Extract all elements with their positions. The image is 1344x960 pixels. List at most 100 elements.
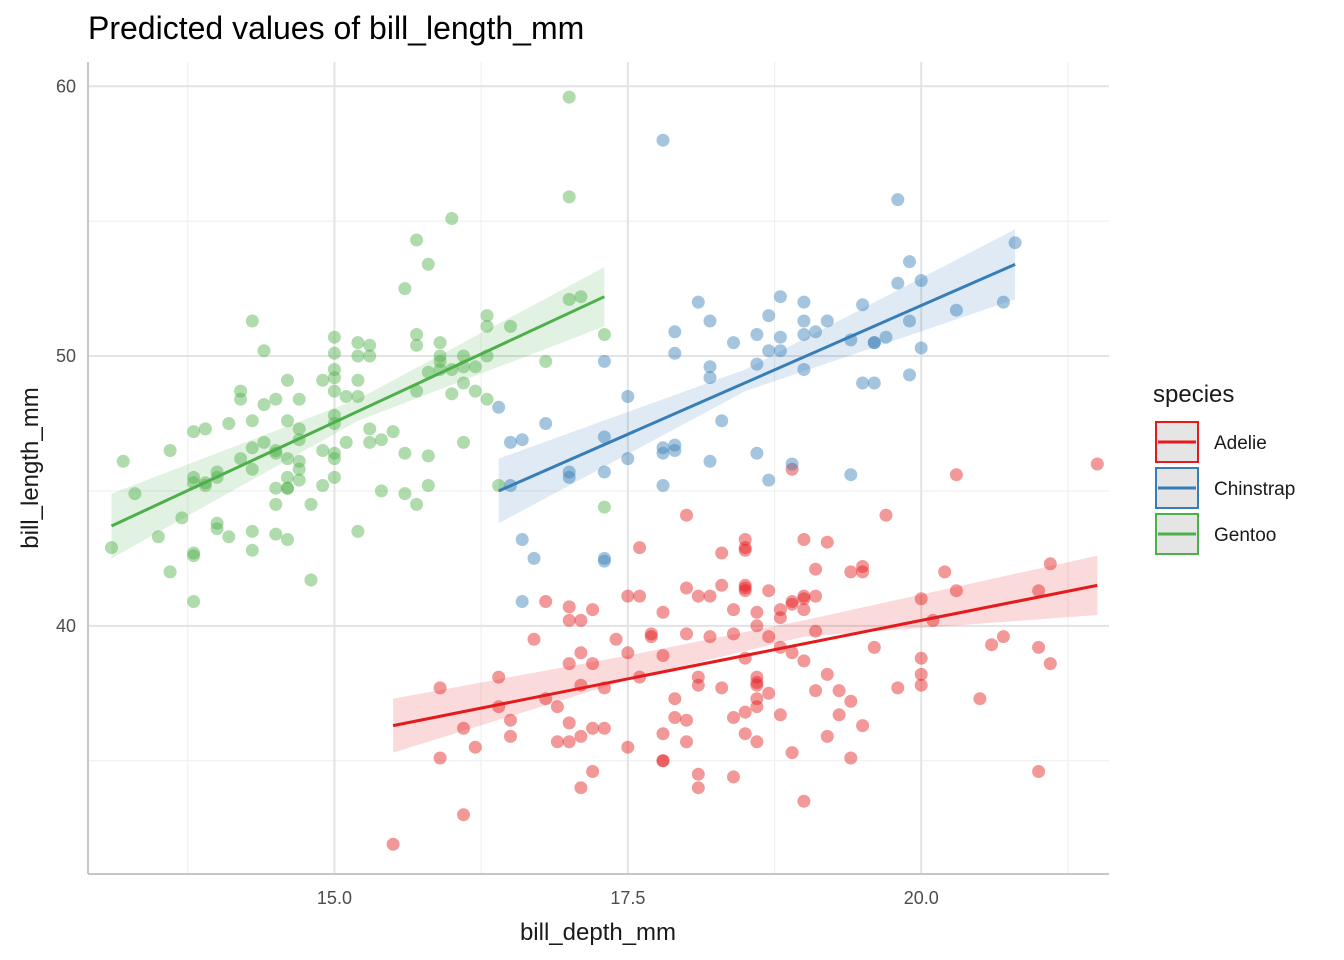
- gentoo-point-70: [351, 524, 365, 538]
- adelie-point-48: [691, 678, 705, 692]
- adelie-point-82: [867, 640, 881, 654]
- gentoo-point-42: [281, 481, 294, 495]
- gentoo-point-54: [304, 573, 318, 587]
- gentoo-point-19: [210, 516, 224, 530]
- chinstrap-point-6: [562, 470, 576, 484]
- adelie-point-113: [797, 589, 811, 603]
- gentoo-point-5: [163, 565, 177, 579]
- chinstrap-point-23: [715, 414, 729, 428]
- legend-label-gentoo: Gentoo: [1214, 525, 1276, 546]
- gentoo-point-43: [281, 470, 294, 484]
- adelie-point-94: [656, 605, 670, 619]
- adelie-point-14: [844, 751, 858, 765]
- adelie-point-130: [680, 508, 693, 522]
- adelie-point-65: [621, 646, 635, 660]
- gentoo-point-116: [562, 190, 576, 204]
- adelie-point-109: [738, 581, 752, 595]
- chinstrap-point-61: [891, 276, 905, 290]
- gentoo-point-26: [245, 441, 259, 455]
- chinstrap-point-15: [844, 468, 858, 482]
- gentoo-point-14: [198, 422, 212, 436]
- gentoo-point-21: [222, 417, 236, 430]
- adelie-point-17: [504, 729, 517, 743]
- gentoo-point-79: [374, 484, 388, 498]
- adelie-point-98: [785, 595, 799, 608]
- adelie-point-6: [1032, 765, 1046, 778]
- adelie-point-87: [574, 613, 588, 627]
- chinstrap-point-28: [867, 376, 881, 390]
- gentoo-point-74: [351, 336, 365, 350]
- gentoo-point-112: [504, 319, 517, 333]
- gentoo-point-77: [363, 338, 377, 352]
- legend-item-adelie: Adelie: [1155, 421, 1267, 463]
- gentoo-point-80: [374, 433, 388, 447]
- adelie-point-33: [727, 711, 740, 724]
- chinstrap-point-63: [1008, 236, 1022, 250]
- gentoo-point-118: [597, 328, 611, 341]
- gentoo-point-53: [304, 497, 318, 511]
- gentoo-point-4: [163, 444, 177, 457]
- x-axis-title: bill_depth_mm: [520, 919, 676, 946]
- gentoo-point-52: [292, 422, 306, 436]
- adelie-point-103: [621, 589, 635, 603]
- adelie-point-77: [703, 630, 717, 644]
- gentoo-point-48: [292, 473, 306, 487]
- gentoo-point-63: [327, 384, 341, 398]
- gentoo-point-68: [339, 435, 353, 449]
- chinstrap-point-19: [656, 441, 670, 455]
- adelie-point-133: [949, 468, 963, 482]
- adelie-point-134: [1090, 457, 1104, 471]
- gentoo-point-81: [386, 425, 400, 439]
- adelie-point-112: [797, 592, 811, 606]
- adelie-point-41: [750, 692, 764, 706]
- gentoo-point-93: [421, 257, 435, 271]
- gentoo-point-110: [480, 309, 494, 323]
- adelie-point-106: [691, 589, 705, 603]
- x-tick-label-0: 15.0: [317, 888, 352, 908]
- adelie-point-84: [996, 630, 1010, 644]
- legend-items: Adelie Chinstrap Gentoo: [1155, 421, 1295, 555]
- chinstrap-point-41: [867, 336, 881, 350]
- adelie-point-63: [562, 657, 576, 671]
- y-tick-label-2: 60: [56, 76, 76, 96]
- gentoo-point-29: [245, 543, 259, 557]
- gentoo-point-6: [175, 511, 189, 525]
- adelie-point-125: [715, 546, 729, 560]
- gentoo-point-102: [457, 376, 470, 390]
- gentoo-point-59: [327, 452, 341, 466]
- adelie-point-1: [457, 808, 470, 822]
- chinstrap-point-31: [703, 360, 717, 374]
- chinstrap-point-4: [597, 554, 611, 568]
- gentoo-point-57: [316, 373, 330, 387]
- gentoo-point-18: [210, 522, 224, 536]
- gentoo-point-41: [281, 481, 294, 495]
- gentoo-point-91: [421, 449, 435, 463]
- gentoo-point-31: [257, 435, 271, 449]
- chinstrap-point-36: [762, 344, 776, 358]
- gentoo-point-24: [234, 384, 248, 398]
- gentoo-point-96: [433, 336, 447, 350]
- gentoo-point-88: [410, 328, 424, 341]
- adelie-point-32: [680, 713, 693, 727]
- adelie-point-76: [680, 627, 693, 641]
- gentoo-point-113: [539, 354, 553, 368]
- adelie-point-42: [809, 684, 823, 698]
- gentoo-point-83: [398, 446, 412, 460]
- adelie-point-117: [1032, 584, 1046, 598]
- chinstrap-point-3: [597, 551, 611, 565]
- adelie-point-93: [586, 603, 600, 617]
- gentoo-point-105: [468, 384, 482, 398]
- gentoo-point-97: [433, 354, 447, 368]
- gentoo-point-90: [421, 479, 435, 492]
- gentoo-point-7: [187, 595, 201, 608]
- chinstrap-point-59: [773, 290, 787, 304]
- adelie-point-53: [891, 681, 905, 695]
- adelie-point-30: [504, 713, 517, 727]
- chinstrap-point-0: [515, 595, 529, 608]
- adelie-point-20: [574, 729, 588, 743]
- adelie-point-108: [738, 584, 752, 598]
- gentoo-point-61: [327, 408, 341, 422]
- gentoo-point-46: [281, 373, 294, 387]
- adelie-point-8: [691, 767, 705, 781]
- adelie-point-52: [832, 684, 846, 698]
